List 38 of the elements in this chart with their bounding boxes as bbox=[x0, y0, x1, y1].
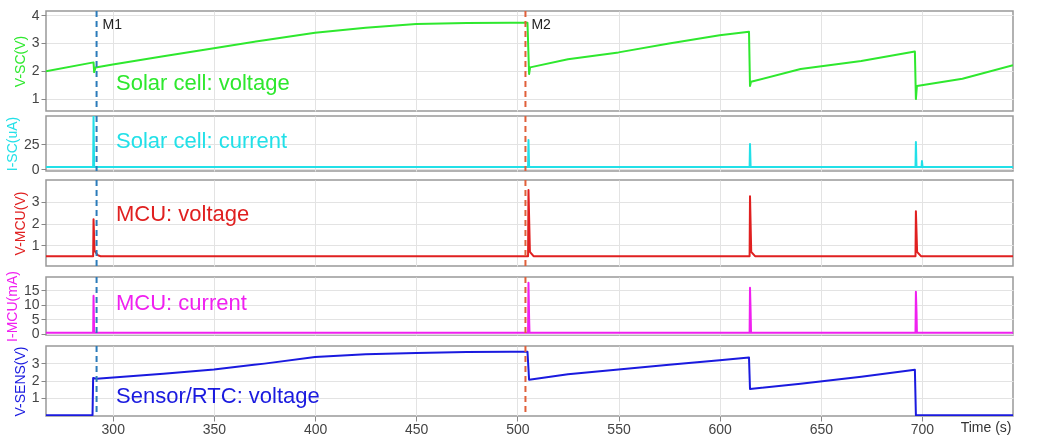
y-tick-label: 1 bbox=[31, 236, 40, 253]
y-tick-label: 0 bbox=[31, 325, 40, 342]
y-axis-title: V-SC(V) bbox=[11, 35, 28, 88]
series-label: MCU: current bbox=[116, 290, 247, 316]
y-axis-title: I-MCU(mA) bbox=[3, 271, 20, 342]
x-axis-title: Time (s) bbox=[960, 418, 1012, 435]
x-tick-label: 700 bbox=[910, 420, 935, 436]
y-tick-label: 2 bbox=[31, 372, 40, 389]
y-tick-label: 2 bbox=[31, 62, 40, 79]
series-label: Solar cell: current bbox=[116, 127, 288, 153]
y-tick-label: 3 bbox=[31, 34, 40, 51]
x-tick-label: 500 bbox=[506, 420, 530, 436]
y-tick-label: 10 bbox=[23, 296, 40, 313]
y-axis-title: V-MCU(V) bbox=[11, 191, 28, 256]
x-tick-label: 650 bbox=[809, 420, 834, 436]
y-tick-label: 25 bbox=[23, 135, 40, 152]
y-tick-label: 5 bbox=[31, 310, 40, 327]
x-tick-label: 350 bbox=[202, 420, 227, 436]
ref-line-label: M1 bbox=[102, 16, 123, 32]
x-tick-label: 400 bbox=[303, 420, 328, 436]
y-tick-label: 3 bbox=[31, 193, 40, 210]
x-tick-label: 450 bbox=[405, 420, 429, 436]
y-tick-label: 2 bbox=[31, 215, 40, 232]
y-tick-label: 1 bbox=[31, 389, 40, 406]
y-tick-label: 15 bbox=[23, 281, 40, 298]
series-label: MCU: voltage bbox=[116, 201, 250, 227]
ref-line-label: M2 bbox=[531, 16, 552, 32]
y-tick-label: 3 bbox=[31, 354, 40, 371]
y-axis-title: I-SC(uA) bbox=[3, 116, 20, 172]
y-tick-label: 4 bbox=[31, 6, 40, 23]
x-tick-label: 550 bbox=[607, 420, 631, 436]
x-tick-label: 300 bbox=[101, 420, 126, 436]
y-axis-title: V-SENS(V) bbox=[11, 346, 28, 417]
series-label: Sensor/RTC: voltage bbox=[116, 383, 320, 409]
x-tick-label: 600 bbox=[708, 420, 733, 436]
series-label: Solar cell: voltage bbox=[116, 70, 290, 95]
y-tick-label: 1 bbox=[31, 90, 40, 106]
y-tick-label: 0 bbox=[31, 160, 40, 177]
